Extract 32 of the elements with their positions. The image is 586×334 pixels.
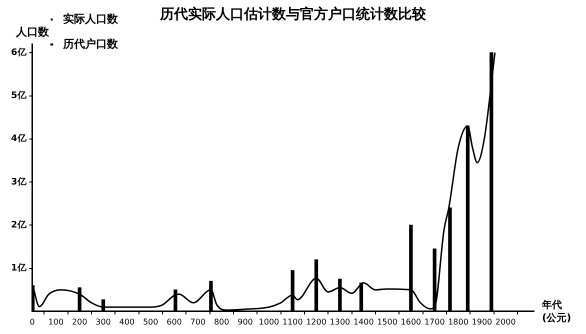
legend-label: 历代户口数 — [62, 37, 119, 50]
x-tick-label: 800 — [214, 317, 230, 326]
x-tick-label: 1000 — [258, 317, 280, 326]
y-tick-label: 3亿 — [10, 176, 28, 188]
x-tick-label: 1300 — [330, 317, 350, 326]
x-tick-label: 700 — [190, 317, 206, 326]
x-tick-label: 1800 — [448, 317, 468, 326]
x-tick-label: 1400 — [353, 317, 374, 326]
x-tick-label: 1500 — [377, 317, 398, 326]
x-tick-label: 1600 — [400, 317, 422, 326]
x-tick-label: 2000 — [495, 317, 516, 326]
x-tick-label: 0 — [30, 317, 35, 326]
y-tick-label: 1亿 — [10, 262, 28, 274]
y-tick-label: 5亿 — [10, 90, 28, 102]
x-tick-label: 900 — [238, 317, 253, 326]
x-tick-label: 500 — [142, 317, 158, 326]
x-tick-label: 1200 — [306, 317, 326, 326]
x-tick-label: 300 — [96, 317, 111, 326]
y-tick-label: 4亿 — [10, 133, 28, 144]
x-tick-label: 200 — [72, 317, 88, 326]
x-tick-label: 1700 — [424, 317, 445, 326]
x-tick-label: 100 — [48, 317, 64, 326]
y-tick-label: 2亿 — [10, 219, 28, 230]
x-tick-label: 1100 — [282, 317, 303, 326]
x-axis-title: 年代 (公元) — [541, 298, 572, 324]
x-tick-label: 400 — [119, 317, 135, 326]
y-tick-label: 6亿 — [10, 46, 28, 58]
y-axis-title: 人口数 — [14, 25, 50, 38]
chart-title: 历代实际人口估计数与官方户口统计数比较 — [159, 6, 427, 23]
legend-label: 实际人口数 — [62, 12, 119, 26]
x-tick-label: 1900 — [472, 317, 492, 326]
x-tick-label: 600 — [166, 317, 182, 326]
